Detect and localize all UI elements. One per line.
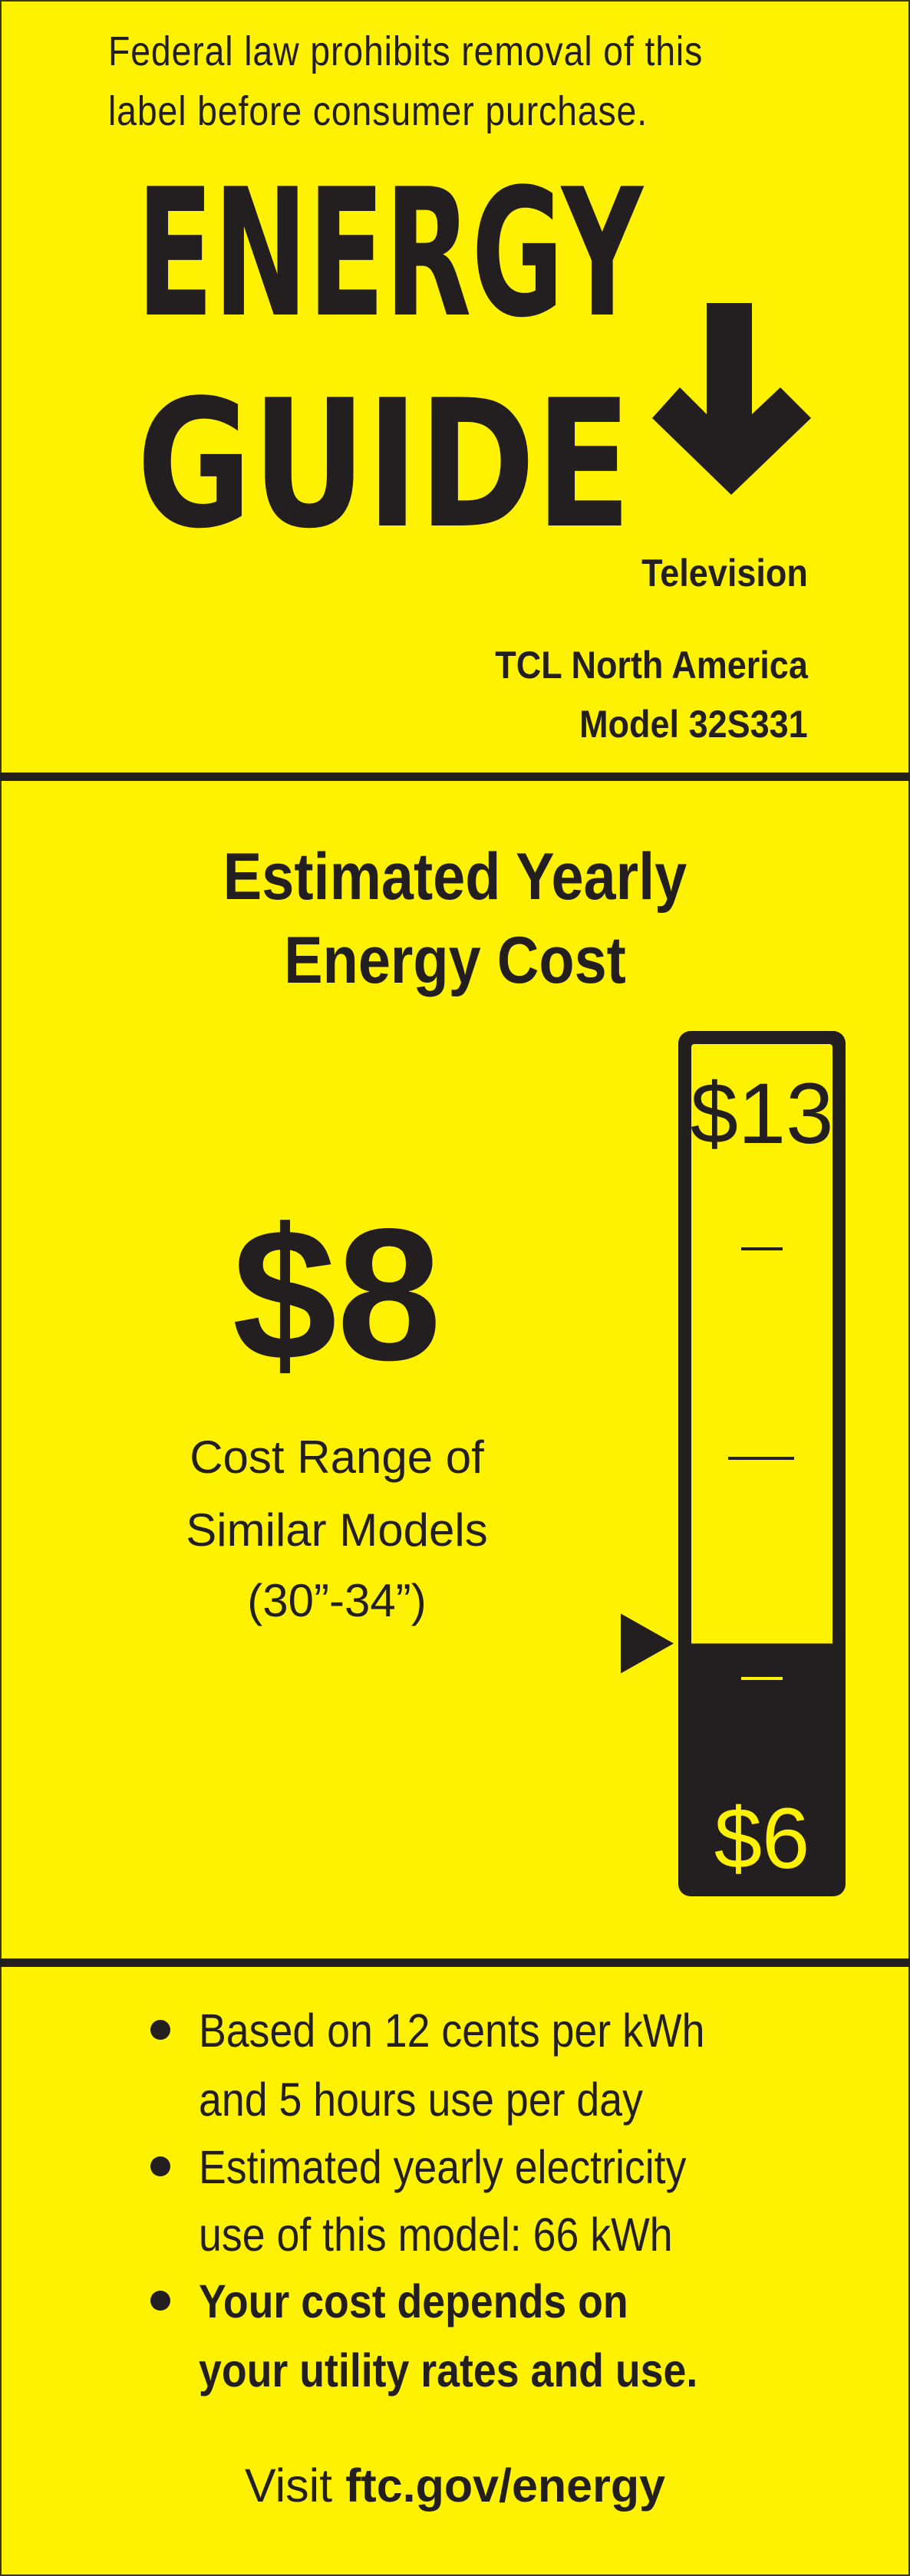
cost-range-line2: Similar Models (186, 1504, 488, 1556)
note-rate-line2: and 5 hours use per day (199, 2074, 643, 2126)
logo-word-guide: GUIDE (137, 363, 631, 568)
section-divider (0, 1958, 910, 1967)
scale-filled-area (691, 1643, 833, 1883)
down-arrow-icon (652, 303, 811, 495)
bullet-icon (150, 2291, 170, 2311)
product-type: Television (641, 552, 808, 595)
manufacturer: TCL North America (495, 644, 808, 687)
estimated-yearly-cost: $8 (232, 1189, 442, 1399)
logo-word-energy: ENERGY (137, 152, 645, 357)
removal-notice-line2: label before consumer purchase. (108, 88, 648, 134)
cost-range-line1: Cost Range of (190, 1431, 484, 1483)
note-usage-line2: use of this model: 66 kWh (199, 2209, 673, 2261)
scale-tick (741, 1247, 783, 1250)
note-cost-line1: Your cost depends on (199, 2275, 628, 2327)
cost-heading-line2: Energy Cost (284, 924, 626, 997)
removal-notice-line1: Federal law prohibits removal of this (108, 28, 704, 74)
visit-label: Visit (244, 2459, 333, 2512)
ftc-link[interactable]: ftc.gov/energy (345, 2459, 666, 2512)
section-divider (0, 772, 910, 781)
bullet-icon (150, 2156, 170, 2176)
visit-footer: Visit ftc.gov/energy (0, 2459, 910, 2512)
scale-tick (728, 1457, 794, 1460)
scale-high-label: $13 (691, 1066, 834, 1161)
note-cost-line2: your utility rates and use. (199, 2344, 698, 2396)
cost-pointer-triangle (621, 1613, 674, 1674)
scale-low-label: $6 (714, 1790, 810, 1886)
model-number: Model 32S331 (579, 703, 808, 746)
note-rate-line1: Based on 12 cents per kWh (199, 2004, 705, 2057)
energy-guide-logo: ENERGY GUIDE (137, 152, 811, 568)
cost-heading-line1: Estimated Yearly (223, 840, 687, 914)
cost-range-line3: (30”-34”) (247, 1575, 427, 1626)
bullet-icon (150, 2020, 170, 2040)
cost-range-scale: $13 $6 (621, 1031, 846, 1896)
note-usage-line1: Estimated yearly electricity (199, 2141, 687, 2193)
scale-tick (741, 1677, 783, 1680)
